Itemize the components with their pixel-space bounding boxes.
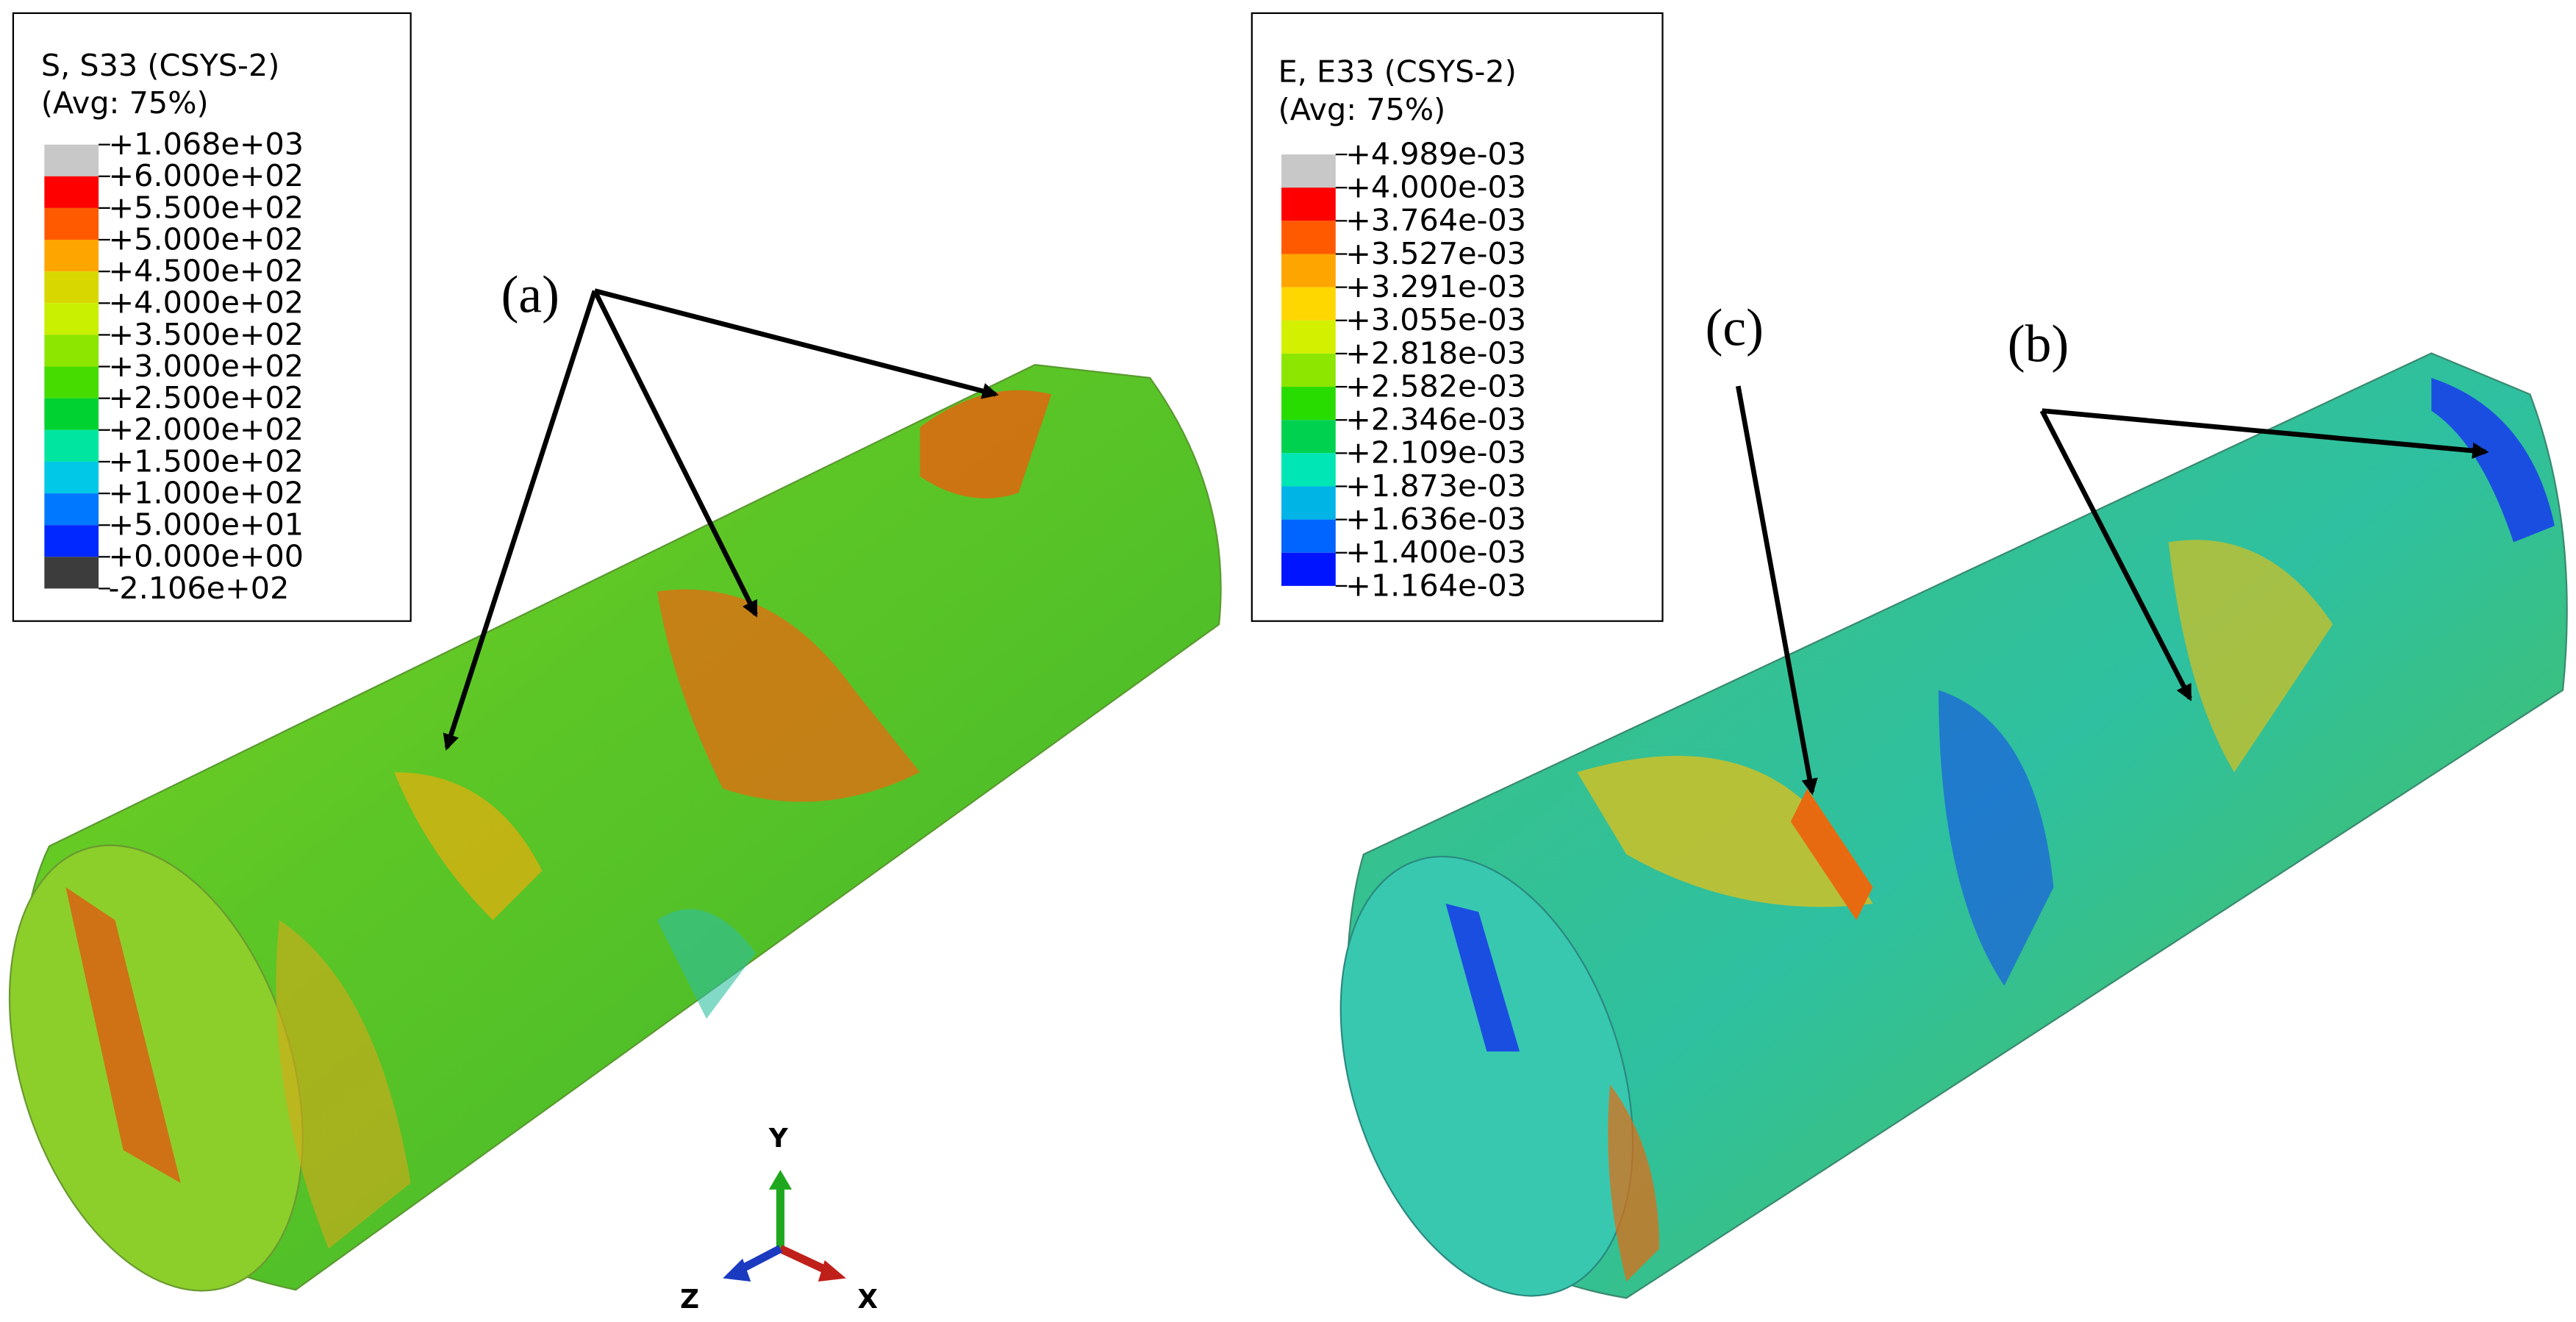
strain-model — [1339, 352, 2568, 1299]
legend-swatch — [44, 144, 99, 176]
legend-label: +2.346e-03 — [1345, 402, 1526, 437]
legend-label: +5.000e+02 — [109, 221, 304, 257]
legend-swatch — [1281, 552, 1336, 586]
legend-swatch — [44, 240, 99, 272]
legend-swatch — [44, 557, 99, 589]
legend-label: +1.068e+03 — [109, 126, 304, 162]
legend-label: +3.055e-03 — [1345, 302, 1526, 337]
legend-swatch — [1281, 221, 1336, 254]
legend-label: +1.636e-03 — [1345, 501, 1526, 537]
legend-label: +4.000e+02 — [109, 285, 304, 321]
triad-label: Y — [768, 1123, 789, 1154]
stress-model — [8, 363, 1222, 1292]
annotation: (c) — [1706, 299, 1764, 357]
legend-swatch — [44, 398, 99, 430]
legend-title: (Avg: 75%) — [41, 85, 209, 121]
legend-swatch — [44, 335, 99, 367]
legend-label: +1.500e+02 — [109, 443, 304, 479]
legend-label: +3.527e-03 — [1345, 236, 1526, 271]
legend-swatch — [44, 176, 99, 208]
legend-label: +3.764e-03 — [1345, 203, 1526, 238]
legend-swatch — [44, 461, 99, 494]
legend-swatch — [1281, 287, 1336, 321]
legend-label: +2.109e-03 — [1345, 435, 1526, 471]
legend-title: (Avg: 75%) — [1278, 92, 1446, 127]
legend-swatch — [1281, 353, 1336, 387]
triad-label: X — [858, 1285, 879, 1315]
legend-label: +3.000e+02 — [109, 349, 304, 384]
legend-label: +1.400e-03 — [1345, 535, 1526, 570]
legends: S, S33 (CSYS-2)(Avg: 75%)+1.068e+03+6.00… — [41, 48, 1526, 606]
axis-triad: Y X Z — [680, 1123, 878, 1315]
annotation: (b) — [2008, 315, 2069, 374]
legend-label: +1.164e-03 — [1345, 568, 1526, 603]
legend-label: +4.989e-03 — [1345, 136, 1526, 171]
legend-label: +3.291e-03 — [1345, 269, 1526, 304]
legend-label: +6.000e+02 — [109, 158, 304, 193]
legend-label: +4.500e+02 — [109, 254, 304, 289]
legend-label: +5.000e+01 — [109, 507, 304, 543]
legend-label: +0.000e+00 — [109, 539, 304, 574]
legend-label: +3.500e+02 — [109, 317, 304, 352]
legend-swatch — [1281, 387, 1336, 421]
legend-swatch — [1281, 154, 1336, 188]
legend-label: +2.818e-03 — [1345, 335, 1526, 371]
triad-label: Z — [680, 1285, 699, 1315]
annotation: (a) — [501, 266, 559, 324]
legend-label: +2.582e-03 — [1345, 368, 1526, 404]
arrows — [443, 288, 2489, 796]
legend-swatch — [1281, 254, 1336, 287]
legend-swatch — [44, 207, 99, 240]
legend-title: E, E33 (CSYS-2) — [1278, 54, 1517, 90]
legend-swatch — [44, 429, 99, 462]
legend-label: +4.000e-03 — [1345, 170, 1526, 205]
legend-swatch — [44, 303, 99, 335]
legend-label: +2.500e+02 — [109, 380, 304, 415]
legend-swatch — [1281, 187, 1336, 221]
legend-swatch — [1281, 486, 1336, 520]
legend-swatch — [1281, 453, 1336, 487]
legend-swatch — [44, 366, 99, 399]
legend-swatch — [1281, 519, 1336, 553]
legend-label: -2.106e+02 — [109, 571, 290, 606]
legend-swatch — [44, 525, 99, 557]
legend-label: +2.000e+02 — [109, 412, 304, 447]
legend-swatch — [1281, 320, 1336, 354]
legend-swatch — [44, 271, 99, 304]
legend-label: +5.500e+02 — [109, 190, 304, 225]
legend-swatch — [1281, 420, 1336, 454]
legend-swatch — [44, 493, 99, 526]
legend-label: +1.873e-03 — [1345, 468, 1526, 504]
legend-label: +1.000e+02 — [109, 475, 304, 510]
legend-title: S, S33 (CSYS-2) — [41, 48, 280, 83]
